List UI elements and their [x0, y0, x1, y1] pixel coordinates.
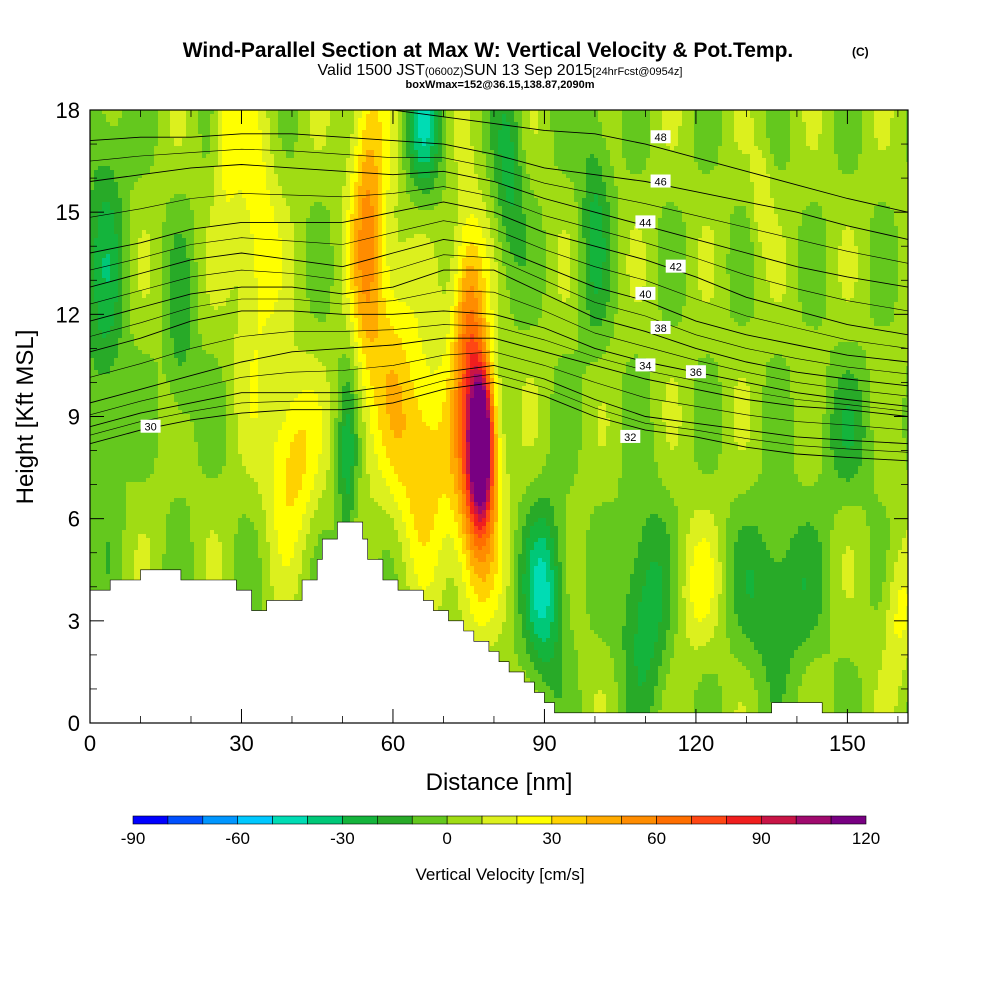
theta-label-46: 46 — [650, 174, 671, 189]
theta-contour-intermediate — [90, 290, 908, 397]
colorbar-swatch — [342, 815, 378, 825]
colorbar-swatch — [551, 815, 588, 825]
colorbar-swatch — [586, 815, 622, 825]
chart-subtitle: Valid 1500 JST(0600Z)SUN 13 Sep 2015[24h… — [318, 62, 683, 79]
colorbar-swatch — [726, 815, 762, 825]
colorbar-tick-label: 60 — [647, 829, 666, 848]
colorbar-tick-label: 90 — [752, 829, 771, 848]
x-tick-label: 120 — [678, 731, 715, 756]
colorbar-tick-label: 30 — [542, 829, 561, 848]
colorbar-title: Vertical Velocity [cm/s] — [415, 865, 584, 884]
x-tick-label: 90 — [532, 731, 556, 756]
colorbar-swatch — [237, 815, 273, 825]
x-tick-label: 30 — [229, 731, 253, 756]
theta-contour-36 — [90, 310, 908, 407]
colorbar-tick-label: -90 — [121, 829, 146, 848]
colorbar-swatch — [481, 815, 518, 825]
colorbar-swatch — [516, 815, 553, 825]
theta-label-48: 48 — [650, 130, 671, 144]
terrain-mask — [89, 521, 909, 724]
theta-contour-34 — [90, 337, 908, 417]
theta-label-32: 32 — [620, 429, 641, 444]
theta-contour-42 — [90, 201, 908, 336]
theta-contour-44 — [90, 164, 908, 288]
y-tick-label: 18 — [56, 98, 80, 123]
theta-contour-intermediate — [90, 186, 908, 312]
theta-label-40: 40 — [635, 286, 656, 301]
theta-label-30: 30 — [140, 419, 161, 434]
theta-label-44: 44 — [635, 215, 656, 229]
theta-contour-38 — [90, 269, 908, 387]
y-axis-title: Height [Kft MSL] — [12, 330, 39, 505]
colorbar-swatch — [411, 815, 448, 825]
subtitle-forecast: [24hrFcst@0954z] — [592, 66, 682, 78]
x-tick-label: 150 — [829, 731, 866, 756]
y-tick-label: 0 — [68, 711, 80, 736]
x-tick-label: 60 — [381, 731, 405, 756]
y-tick-label: 9 — [68, 405, 80, 430]
colorbar-tick-label: 120 — [852, 829, 880, 848]
colorbar-swatch — [621, 815, 657, 825]
theta-label-38: 38 — [650, 320, 671, 335]
contour-labels: 30 32 34 36 38 40 42 44 46 48 — [140, 130, 706, 444]
plot-frame — [89, 109, 909, 724]
subtitle-date: SUN 13 Sep 2015 — [463, 62, 592, 79]
box-info: boxWmax=152@36.15,138.87,2090m — [406, 79, 595, 91]
colorbar-swatch — [446, 815, 483, 825]
potential-temperature-contours — [90, 110, 908, 462]
colorbar-swatch — [760, 815, 797, 825]
theta-label-34: 34 — [635, 358, 656, 372]
theta-contour-intermediate — [90, 324, 908, 412]
colorbar-swatch — [202, 815, 239, 825]
theta-contour-intermediate — [90, 351, 908, 431]
colorbar-swatch — [830, 815, 867, 825]
theta-label-42: 42 — [665, 259, 686, 274]
colorbar-swatch — [656, 815, 692, 825]
colorbar: -90 -60 -30 0 30 60 90 120 — [121, 815, 880, 848]
theta-label-36: 36 — [685, 365, 706, 379]
theta-contour-intermediate — [90, 220, 908, 349]
y-tick-label: 15 — [56, 200, 80, 225]
theta-contour-intermediate — [90, 254, 908, 375]
colorbar-tick-label: -30 — [330, 829, 355, 848]
colorbar-swatch — [795, 815, 832, 825]
theta-contour-40 — [90, 238, 908, 363]
x-axis-title: Distance [nm] — [426, 769, 573, 796]
colorbar-swatch — [307, 815, 343, 825]
theta-contour-32 — [90, 364, 908, 445]
theta-contour-intermediate — [90, 148, 908, 264]
y-tick-label: 12 — [56, 302, 80, 327]
theta-contour-intermediate — [90, 373, 908, 453]
y-tick-label: 3 — [68, 609, 80, 634]
subtitle-zulu-time: (0600Z) — [425, 66, 464, 78]
chart-title: Wind-Parallel Section at Max W: Vertical… — [183, 39, 794, 62]
colorbar-swatch — [272, 815, 308, 825]
x-tick-label: 0 — [84, 731, 96, 756]
terrain-profile — [89, 521, 909, 724]
theta-contour-30 — [90, 381, 908, 462]
theta-contour-46 — [90, 133, 908, 240]
subtitle-valid-time: Valid 1500 JST — [318, 62, 426, 79]
theta-contour-48 — [392, 110, 908, 213]
y-tick-label: 6 — [68, 507, 80, 532]
colorbar-tick-label: 0 — [442, 829, 451, 848]
copyright-mark: (C) — [852, 45, 869, 59]
colorbar-tick-label: -60 — [225, 829, 250, 848]
colorbar-swatch — [167, 815, 204, 825]
colorbar-swatch — [377, 815, 413, 825]
colorbar-swatch — [132, 815, 169, 825]
colorbar-swatch — [691, 815, 727, 825]
